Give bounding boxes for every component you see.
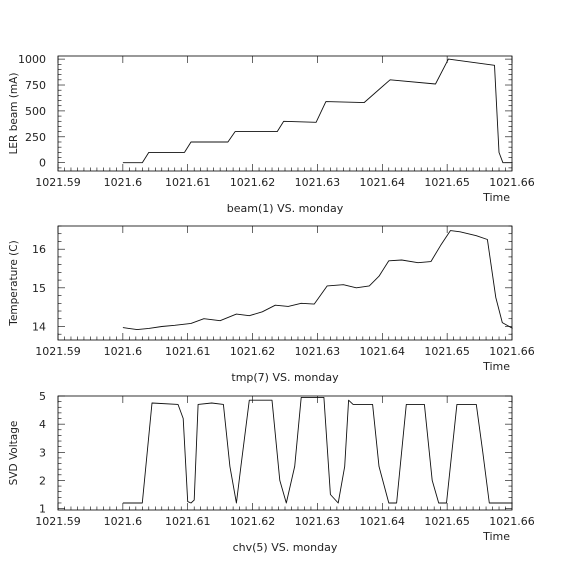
x-tick-label: 1021.64 (360, 345, 406, 358)
y-tick-label: 15 (32, 282, 46, 295)
y-axis-label: Temperature (C) (8, 240, 20, 326)
x-tick-label: 1021.59 (35, 345, 81, 358)
x-tick-label: 1021.6 (104, 176, 143, 189)
y-tick-label: 14 (32, 320, 46, 333)
y-tick-label: 1000 (18, 53, 46, 66)
y-tick-label: 4 (39, 418, 46, 431)
y-tick-label: 500 (25, 105, 46, 118)
chart-panel-2: 1021.59 1021.6 1021.61 1021.62 1021.63 1021.6… (8, 225, 535, 384)
plot-frame (57, 55, 513, 172)
y-tick-label: 16 (32, 243, 46, 256)
y-axis-label: SVD Voltage (8, 421, 20, 486)
x-tick-label: 1021.64 (360, 176, 406, 189)
x-tick-label: 1021.61 (165, 345, 211, 358)
x-axis-label: chv(5) VS. monday (233, 541, 338, 554)
x-tick-label: 1021.65 (424, 515, 470, 528)
x-tick-label: 1021.59 (35, 515, 81, 528)
x-axis-tag: Time (482, 191, 510, 204)
y-tick-label: 750 (25, 79, 46, 92)
x-tick-label: 1021.59 (35, 176, 81, 189)
x-tick-label: 1021.63 (295, 176, 341, 189)
y-tick-label: 5 (39, 390, 46, 403)
y-tick-label: 1 (39, 503, 46, 516)
x-tick-label: 1021.6 (104, 345, 143, 358)
x-axis-tag: Time (482, 530, 510, 543)
x-axis-label: tmp(7) VS. monday (231, 371, 339, 384)
series-line-1 (122, 396, 513, 504)
y-tick-label: 3 (39, 446, 46, 459)
series-line-1 (122, 58, 513, 164)
chart-panel-3: 1021.59 1021.6 1021.61 1021.62 1021.63 1021.6… (8, 390, 535, 554)
x-tick-label: 1021.62 (230, 176, 276, 189)
y-axis-label: LER beam (mA) (8, 73, 20, 155)
y-tick-label: 250 (25, 131, 46, 144)
x-axis-label: beam(1) VS. monday (227, 202, 344, 215)
x-tick-label: 1021.66 (489, 345, 535, 358)
x-tick-label: 1021.65 (424, 345, 470, 358)
series-line-1 (122, 230, 513, 331)
y-tick-label: 2 (39, 474, 46, 487)
x-tick-label: 1021.61 (165, 515, 211, 528)
y-tick-label: 0 (39, 157, 46, 170)
x-tick-label: 1021.62 (230, 345, 276, 358)
x-tick-label: 1021.62 (230, 515, 276, 528)
x-tick-label: 1021.61 (165, 176, 211, 189)
plot-frame (57, 225, 513, 341)
x-tick-label: 1021.66 (489, 176, 535, 189)
x-axis-tag: Time (482, 360, 510, 373)
x-tick-label: 1021.65 (424, 176, 470, 189)
x-tick-label: 1021.63 (295, 515, 341, 528)
x-tick-label: 1021.66 (489, 515, 535, 528)
x-tick-label: 1021.64 (360, 515, 406, 528)
x-tick-label: 1021.6 (104, 515, 143, 528)
chart-panel-1: 1021.59 1021.6 1021.61 1021.62 1021.63 1021.6… (8, 53, 535, 215)
x-tick-label: 1021.63 (295, 345, 341, 358)
plot-frame (57, 395, 513, 511)
